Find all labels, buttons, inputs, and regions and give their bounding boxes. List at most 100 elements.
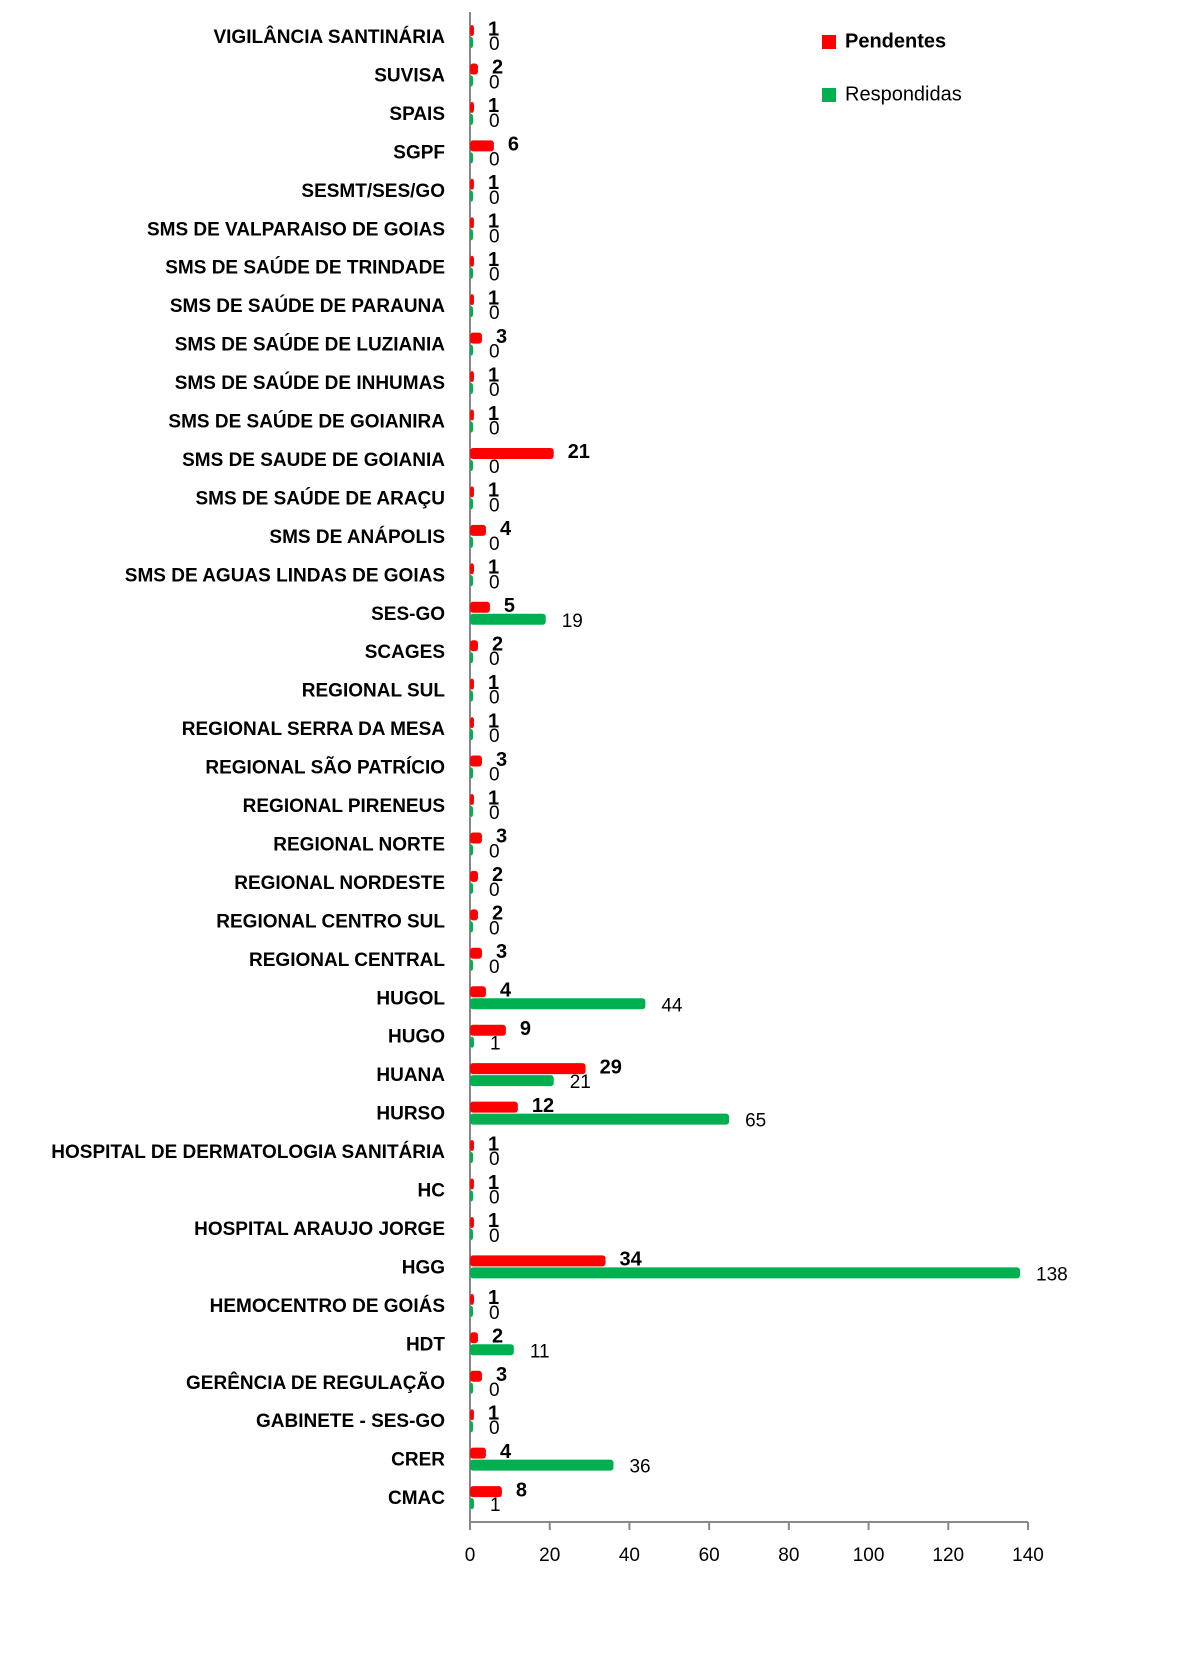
legend-swatch [822,88,836,102]
bar [470,1459,614,1471]
bar [470,332,482,344]
value-label: 1 [488,18,499,40]
value-label: 1 [488,249,499,271]
value-label: 0 [489,688,500,709]
bar [470,1024,506,1036]
value-label: 0 [489,265,500,286]
bar [470,1344,514,1356]
value-label: 0 [489,572,500,593]
bar [470,229,473,241]
value-label: 3 [496,326,507,348]
y-tick-label: HGG [402,1257,445,1278]
value-label: 0 [489,1303,500,1324]
y-tick-label: REGIONAL PIRENEUS [243,796,445,817]
value-label: 0 [489,1380,500,1401]
value-label: 0 [489,534,500,555]
y-tick-label: HEMOCENTRO DE GOIÁS [210,1295,445,1317]
bar [470,755,482,767]
value-label: 1 [488,787,499,809]
bar [470,1332,478,1344]
y-tick-label: SMS DE SAÚDE DE LUZIANIA [175,334,446,356]
y-tick-label: HURSO [376,1104,445,1125]
value-label: 0 [489,419,500,440]
bar [470,601,490,613]
value-label: 0 [489,226,500,247]
bar [470,1075,554,1087]
value-label: 1 [488,211,499,233]
value-label: 5 [504,595,515,617]
y-tick-label: SMS DE SAÚDE DE GOIANIRA [168,411,445,433]
y-tick-label: SMS DE SAUDE DE GOIANIA [182,450,445,471]
value-label: 2 [492,864,503,886]
value-label: 1 [488,1172,499,1194]
value-label: 3 [496,941,507,963]
value-label: 0 [489,380,500,401]
value-label: 21 [568,441,590,463]
y-tick-label: HUANA [376,1065,445,1086]
y-tick-label: VIGILÂNCIA SANTINÁRIA [213,26,445,48]
bar [470,459,473,471]
y-tick-label: HOSPITAL DE DERMATOLOGIA SANITÁRIA [51,1141,445,1163]
x-tick-label: 100 [853,1545,885,1566]
bar [470,37,473,48]
value-label: 0 [489,765,500,786]
bar [470,113,473,125]
x-tick-label: 80 [778,1545,799,1566]
bar [470,1293,474,1305]
y-tick-label: CRER [391,1450,445,1471]
bar [470,767,473,779]
y-tick-label: REGIONAL SÃO PATRÍCIO [205,757,445,779]
value-label: 1 [488,364,499,386]
bar [470,1255,606,1267]
bar [470,640,478,652]
value-label: 0 [489,918,500,939]
legend-swatch [822,35,836,49]
bar [470,536,473,548]
bar [470,729,473,741]
value-label: 0 [489,72,500,93]
bar [470,63,478,75]
value-label: 1 [488,557,499,579]
value-label: 1 [488,1402,499,1424]
bar [470,294,474,306]
y-tick-label: REGIONAL CENTRAL [249,950,445,971]
value-label: 0 [489,1226,500,1247]
value-label: 6 [508,134,519,156]
value-label: 2 [492,903,503,925]
value-label: 0 [489,649,500,670]
value-label: 0 [489,880,500,901]
value-label: 0 [489,457,500,478]
y-tick-label: SPAIS [389,104,445,125]
y-tick-label: SMS DE SAÚDE DE INHUMAS [175,372,445,394]
y-tick-label: GABINETE - SES-GO [256,1411,445,1432]
bar [470,1421,473,1433]
bar [470,986,486,998]
bar [470,140,494,152]
bar [470,947,482,959]
value-label: 1 [488,95,499,117]
value-label: 4 [500,980,512,1002]
y-tick-label: SESMT/SES/GO [301,181,445,202]
bar [470,1101,518,1113]
value-label: 65 [745,1111,766,1132]
bar [470,383,473,395]
value-label: 0 [489,149,500,170]
bar [470,652,473,664]
y-tick-label: SMS DE ANÁPOLIS [269,526,445,548]
value-label: 29 [600,1056,622,1078]
value-label: 2 [492,633,503,655]
bar [470,1063,586,1075]
value-label: 1 [488,672,499,694]
value-label: 0 [489,111,500,132]
value-label: 2 [492,1326,503,1348]
value-label: 36 [629,1457,650,1478]
y-tick-label: SMS DE VALPARAISO DE GOIAS [147,219,445,240]
value-label: 1 [490,1495,501,1516]
bar [470,1152,473,1164]
y-tick-label: SUVISA [374,65,445,86]
bar [470,678,474,690]
value-label: 9 [520,1018,531,1040]
bar [470,524,486,536]
bar [470,1036,474,1048]
